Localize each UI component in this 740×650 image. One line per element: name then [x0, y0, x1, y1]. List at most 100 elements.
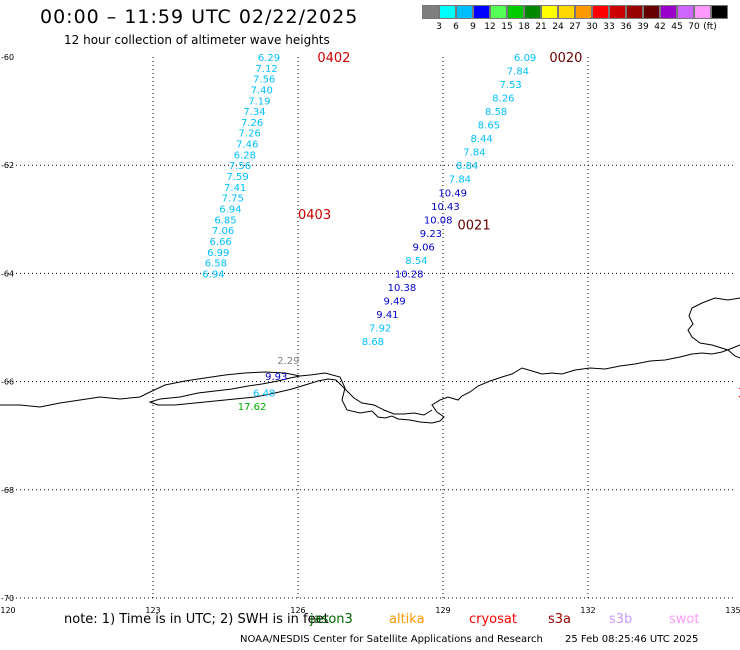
legend-swatch — [626, 5, 643, 19]
wave-height-label: 10.08 — [424, 215, 453, 226]
legend-label: 6 — [453, 22, 459, 32]
wave-height-label: 7.40 — [251, 85, 273, 96]
legend-swatch — [711, 5, 728, 19]
wave-height-label: 9.41 — [376, 310, 398, 321]
wave-height-label: 9.23 — [420, 229, 442, 240]
mission-label: swot — [669, 612, 700, 627]
wave-height-label: 6.58 — [205, 259, 227, 270]
y-tick-label: -64 — [1, 269, 14, 278]
legend-label: 15 — [501, 22, 513, 32]
x-tick-label: 123 — [145, 606, 160, 615]
x-tick-label: 132 — [580, 606, 595, 615]
wave-height-label: 2.29 — [277, 356, 299, 367]
footer-timestamp: 25 Feb 08:25:46 UTC 2025 — [565, 634, 699, 645]
wave-height-label: 7.53 — [500, 80, 522, 91]
wave-height-label: 8.84 — [456, 161, 478, 172]
legend-swatch — [439, 5, 456, 19]
legend-swatch — [524, 5, 541, 19]
legend-swatch — [558, 5, 575, 19]
wave-height-label: 7.26 — [241, 118, 263, 129]
legend-swatch — [677, 5, 694, 19]
wave-height-label: 7.84 — [463, 148, 485, 159]
x-tick-label: 126 — [290, 606, 305, 615]
legend-label: 12 — [484, 22, 496, 32]
legend-swatch — [490, 5, 507, 19]
altimeter-tracks: 6.297.127.567.407.197.347.267.267.466.28… — [202, 53, 536, 413]
track-a: 6.297.127.567.407.197.347.267.267.466.28… — [202, 53, 280, 280]
mission-label: altika — [389, 612, 425, 627]
legend-label: 39 — [637, 22, 649, 32]
wave-height-label: 7.12 — [255, 64, 277, 75]
y-tick-label: -66 — [1, 378, 14, 387]
wave-height-label: 7.75 — [222, 194, 244, 205]
footer-credit: NOAA/NESDIS Center for Satellite Applica… — [240, 634, 543, 645]
wave-height-label: 7.34 — [243, 107, 265, 118]
legend-label: 18 — [518, 22, 530, 32]
legend-label: 45 — [671, 22, 683, 32]
wave-height-label: 10.38 — [388, 283, 417, 294]
wave-height-label: 9.49 — [384, 296, 406, 307]
legend-label: 27 — [569, 22, 581, 32]
wave-height-label: 7.26 — [239, 129, 261, 140]
legend-swatch — [643, 5, 660, 19]
legend-label: 33 — [603, 22, 615, 32]
coastline-east — [687, 297, 740, 359]
x-tick-label: 129 — [435, 606, 450, 615]
legend-swatch — [592, 5, 609, 19]
wave-height-label: 7.06 — [212, 226, 234, 237]
wave-height-label: 17.62 — [238, 402, 267, 413]
wave-height-label: 6.48 — [253, 388, 275, 399]
legend-swatch — [575, 5, 592, 19]
wave-height-label: 6.85 — [214, 215, 236, 226]
graticule-grid — [8, 57, 733, 599]
pass-number-label: 0403 — [298, 208, 331, 223]
wave-height-label: 6.29 — [258, 53, 280, 64]
legend-label: 9 — [470, 22, 476, 32]
legend-swatch — [660, 5, 677, 19]
legend-label: 42 — [654, 22, 666, 32]
wave-height-label: 8.68 — [362, 337, 384, 348]
wave-height-label: 6.09 — [514, 53, 536, 64]
track-c: 2.29 9.93 6.48 17.62 — [238, 356, 300, 413]
wave-height-label: 10.49 — [438, 188, 467, 199]
axis-labels: 120 123 126 129 132 135 -60 -62 -64 -66 -68 -70 — [0, 53, 740, 615]
wave-height-label: 7.56 — [253, 75, 275, 86]
legend-label: 36 — [620, 22, 632, 32]
footnote: note: 1) Time is in UTC; 2) SWH is in fe… — [64, 612, 329, 627]
y-tick-label: -60 — [1, 53, 14, 62]
legend-swatch — [507, 5, 524, 19]
x-tick-label: 135 — [725, 606, 740, 615]
wave-height-label: 8.26 — [492, 94, 514, 105]
legend-label: 24 — [552, 22, 564, 32]
pass-number-label: 3 — [738, 386, 740, 401]
mission-label: s3a — [548, 612, 572, 627]
wave-height-label: 8.58 — [485, 107, 507, 118]
chart-subtitle: 12 hour collection of altimeter wave hei… — [64, 33, 330, 47]
wave-height-label: 6.99 — [207, 248, 229, 259]
wave-height-label: 8.54 — [405, 256, 427, 267]
mission-label: jason3 — [310, 612, 353, 627]
legend-swatch — [422, 5, 439, 19]
wave-height-label: 8.65 — [478, 121, 500, 132]
wave-height-label: 9.06 — [413, 242, 435, 253]
x-tick-label: 120 — [0, 606, 15, 615]
y-tick-label: -62 — [1, 161, 14, 170]
y-tick-label: -68 — [1, 486, 14, 495]
legend-label: 30 — [586, 22, 598, 32]
wave-height-label: 6.94 — [219, 204, 241, 215]
mission-label: cryosat — [469, 612, 517, 627]
pass-labels: 0402 0403 0020 0021 3 — [298, 51, 740, 401]
wave-height-label: 7.59 — [226, 172, 248, 183]
wave-height-label: 7.84 — [507, 67, 529, 78]
wave-height-label: 6.66 — [210, 237, 232, 248]
legend-label: 3 — [436, 22, 442, 32]
legend-swatch — [694, 5, 711, 19]
coastline-inlet — [148, 375, 433, 416]
coastline — [0, 297, 740, 424]
legend-swatch — [541, 5, 558, 19]
legend-swatch — [473, 5, 490, 19]
legend-swatch — [456, 5, 473, 19]
pass-number-label: 0020 — [549, 51, 582, 66]
chart-title: 00:00 – 11:59 UTC 02/22/2025 — [40, 6, 359, 28]
